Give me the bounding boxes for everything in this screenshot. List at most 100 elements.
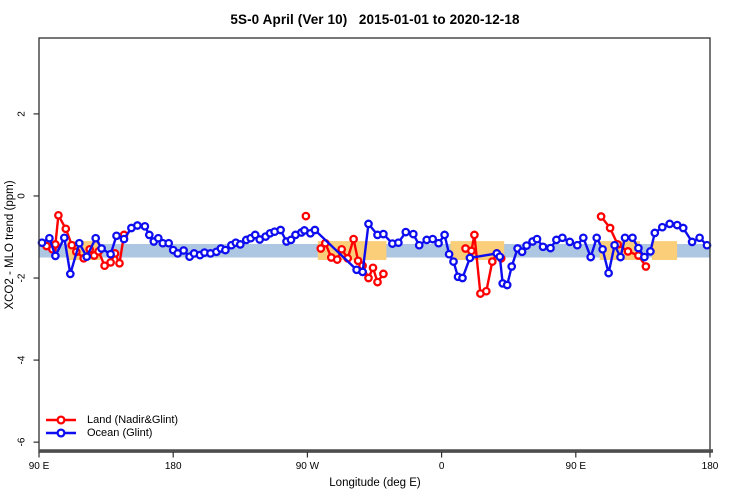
y-tick-label: -4 (16, 355, 28, 365)
data-point (616, 252, 625, 262)
data-point (286, 235, 296, 245)
data-point (301, 211, 311, 221)
data-point (144, 230, 154, 240)
legend-item-ocean: Ocean (Glint) (44, 426, 178, 439)
data-point (470, 230, 479, 240)
data-point (467, 246, 476, 256)
data-point (678, 223, 688, 233)
ocean-glint--series (37, 219, 712, 290)
data-point (276, 225, 285, 235)
data-point (337, 244, 347, 254)
data-point (61, 224, 71, 234)
data-point (586, 252, 596, 262)
data-point (37, 238, 47, 248)
data-point (379, 229, 388, 239)
data-point (379, 269, 388, 279)
data-point (623, 247, 633, 256)
x-tick-label: 90 W (295, 461, 320, 472)
data-point (119, 234, 129, 244)
data-point (434, 238, 443, 248)
x-axis-label: Longitude (deg E) (329, 477, 421, 489)
data-point (502, 280, 512, 290)
data-point (641, 262, 651, 271)
data-point (65, 269, 75, 279)
data-point (97, 244, 106, 253)
data-point (604, 268, 613, 278)
data-point (45, 233, 54, 243)
data-point (364, 273, 373, 283)
data-point (179, 246, 188, 255)
data-point (695, 233, 704, 243)
data-point (620, 233, 630, 243)
data-point (394, 238, 403, 248)
data-point (112, 231, 121, 241)
data-point (115, 258, 124, 268)
data-point (310, 225, 320, 235)
data-point (414, 240, 424, 250)
data-point (221, 245, 230, 255)
data-point (702, 240, 712, 250)
data-point (449, 257, 458, 266)
data-point (507, 262, 517, 271)
data-point (133, 221, 142, 230)
data-point (364, 219, 373, 229)
data-point (558, 233, 567, 243)
y-tick-label: 0 (16, 193, 28, 199)
data-point (657, 222, 667, 232)
data-point (59, 233, 69, 243)
data-point (82, 252, 92, 262)
data-point (628, 233, 637, 243)
data-point (640, 252, 649, 262)
data-point (578, 233, 588, 243)
data-point (444, 249, 454, 259)
data-point (401, 227, 411, 237)
chart-title: 5S-0 April (Ver 10) 2015-01-01 to 2020-1… (230, 12, 520, 27)
data-point (487, 257, 497, 266)
data-point (465, 253, 475, 263)
data-point (646, 247, 655, 256)
data-point (358, 267, 367, 277)
data-point (481, 286, 491, 296)
legend-item-land: Land (Nadir&Glint) (44, 413, 178, 426)
data-point (522, 241, 531, 250)
data-point (634, 243, 643, 253)
data-point (598, 244, 607, 254)
data-point (332, 255, 342, 264)
data-point (592, 233, 602, 243)
data-point (596, 212, 606, 221)
data-point (458, 273, 467, 283)
data-point (54, 210, 63, 220)
legend-label-land: Land (Nadir&Glint) (87, 413, 179, 426)
data-point (353, 256, 363, 266)
data-point (546, 243, 555, 253)
data-point (517, 247, 527, 257)
data-point (74, 238, 84, 248)
x-tick-label: 90 E (28, 461, 50, 472)
data-point (164, 238, 174, 248)
data-point (106, 258, 115, 267)
data-point (67, 240, 77, 250)
data-point (428, 234, 438, 244)
data-point (610, 240, 619, 250)
data-point (605, 223, 615, 233)
y-tick-label: 2 (16, 111, 28, 117)
data-point (316, 244, 326, 253)
data-point (51, 251, 60, 261)
y-tick-label: -6 (16, 437, 28, 447)
data-point (565, 237, 575, 247)
data-point (140, 221, 150, 231)
data-point (106, 249, 115, 259)
data-point (91, 233, 101, 243)
highlight-band-5 (651, 241, 678, 260)
data-point (538, 242, 548, 252)
data-point (687, 237, 697, 247)
data-point (368, 263, 378, 273)
data-point (349, 234, 358, 244)
legend-label-ocean: Ocean (Glint) (87, 426, 153, 439)
x-tick-label: 180 (701, 461, 719, 472)
data-point (408, 229, 418, 239)
land-series-marker-icon (46, 414, 76, 425)
data-point (572, 240, 582, 250)
